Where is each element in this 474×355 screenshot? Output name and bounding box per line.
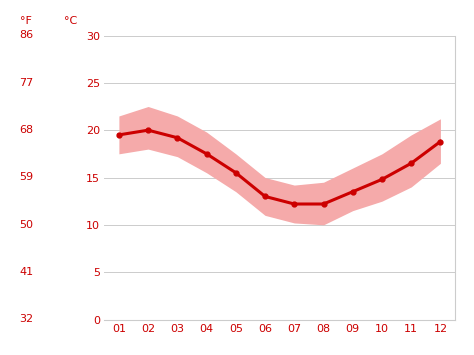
- Text: 77: 77: [19, 78, 33, 88]
- Text: 50: 50: [19, 220, 33, 230]
- Text: °F: °F: [20, 16, 32, 26]
- Text: 32: 32: [19, 315, 33, 324]
- Text: 86: 86: [19, 31, 33, 40]
- Text: °C: °C: [64, 16, 77, 26]
- Text: 68: 68: [19, 125, 33, 135]
- Text: 41: 41: [19, 267, 33, 277]
- Text: 59: 59: [19, 173, 33, 182]
